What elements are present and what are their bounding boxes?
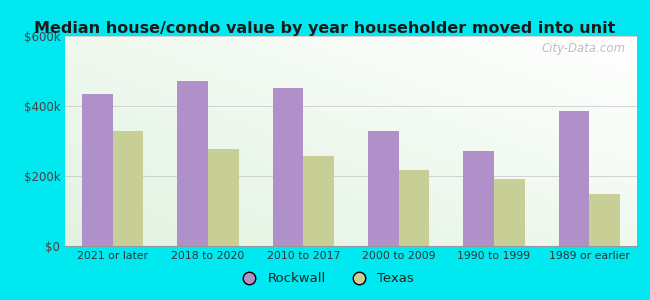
Legend: Rockwall, Texas: Rockwall, Texas xyxy=(231,267,419,290)
Bar xyxy=(177,81,208,246)
Bar xyxy=(273,88,304,246)
Bar xyxy=(82,94,112,246)
Text: City-Data.com: City-Data.com xyxy=(541,42,625,55)
Bar xyxy=(112,130,143,246)
Bar xyxy=(494,179,525,246)
Bar xyxy=(398,170,429,246)
Text: Median house/condo value by year householder moved into unit: Median house/condo value by year househo… xyxy=(34,21,616,36)
Bar xyxy=(208,149,239,246)
Bar xyxy=(304,156,334,246)
Bar xyxy=(463,151,494,246)
Bar xyxy=(368,130,398,246)
Bar xyxy=(559,111,590,246)
Bar xyxy=(590,194,620,246)
